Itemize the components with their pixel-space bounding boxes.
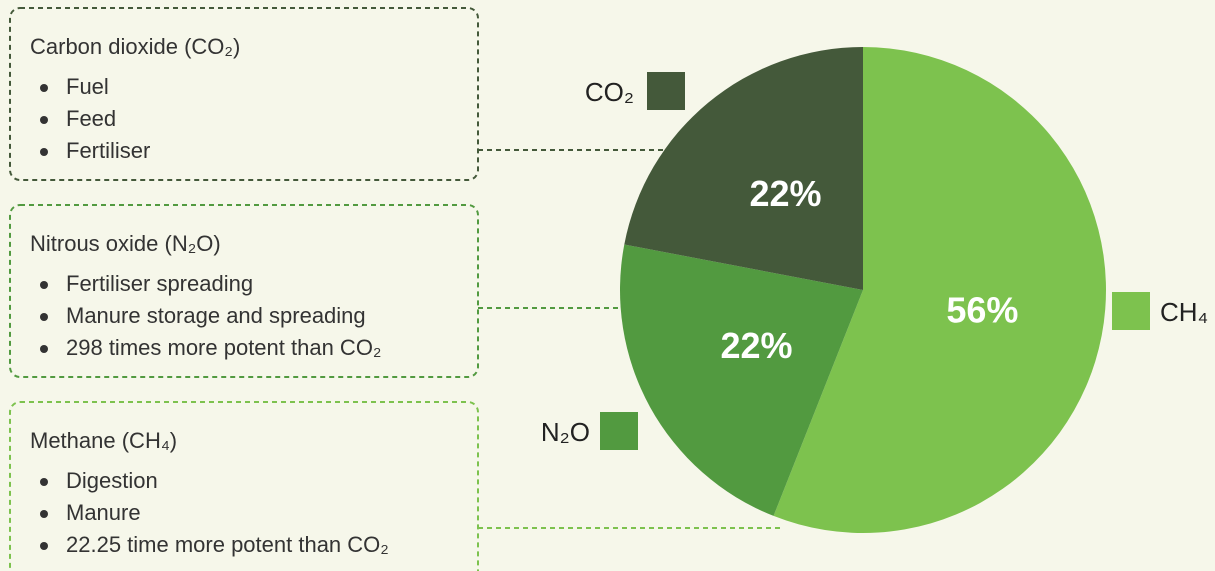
- bullet: [40, 84, 48, 92]
- pie-slice: [773, 47, 1106, 533]
- bullet: [40, 281, 48, 289]
- annotation-box: [9, 7, 479, 181]
- pie-slice: [620, 244, 863, 516]
- annotation-item: Manure: [66, 500, 141, 525]
- annotation-item: 298 times more potent than CO₂: [66, 335, 381, 360]
- slice-label: 22%: [720, 325, 792, 366]
- bullet: [40, 510, 48, 518]
- annotation-item: Feed: [66, 106, 116, 131]
- annotation-title: Nitrous oxide (N₂O): [30, 231, 221, 256]
- annotation-title: Methane (CH₄): [30, 428, 177, 453]
- annotation-item: 22.25 time more potent than CO₂: [66, 532, 389, 557]
- legend-swatch: [647, 72, 685, 110]
- bullet: [40, 478, 48, 486]
- annotation-box: [9, 401, 479, 571]
- legend-label: N₂O: [541, 417, 590, 447]
- annotation-item: Digestion: [66, 468, 158, 493]
- annotation-item: Manure storage and spreading: [66, 303, 366, 328]
- legend-label: CH₄: [1160, 297, 1208, 327]
- annotation-item: Fertiliser spreading: [66, 271, 253, 296]
- bullet: [40, 313, 48, 321]
- bullet: [40, 148, 48, 156]
- slice-label: 56%: [946, 289, 1018, 330]
- bullet: [40, 116, 48, 124]
- annotation-box: [9, 204, 479, 378]
- annotation-item: Fuel: [66, 74, 109, 99]
- slice-label: 22%: [750, 173, 822, 214]
- annotation-title: Carbon dioxide (CO₂): [30, 34, 240, 59]
- pie-slice: [624, 47, 863, 290]
- legend-label: CO₂: [585, 77, 634, 107]
- bullet: [40, 345, 48, 353]
- legend-swatch: [600, 412, 638, 450]
- legend-swatch: [1112, 292, 1150, 330]
- bullet: [40, 542, 48, 550]
- annotation-item: Fertiliser: [66, 138, 150, 163]
